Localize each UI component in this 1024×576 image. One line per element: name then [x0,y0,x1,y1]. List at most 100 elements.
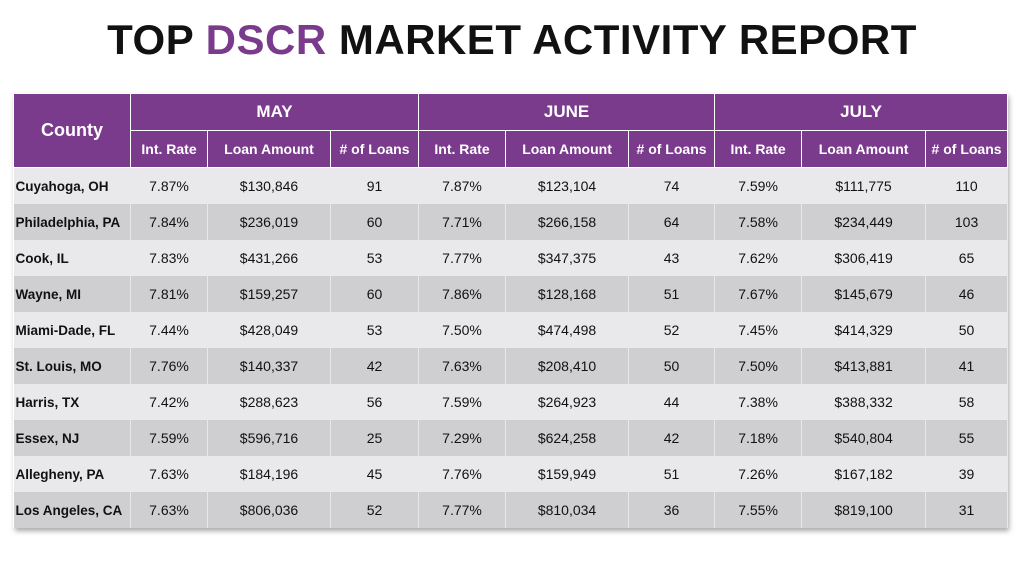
june-num-loans-cell: 64 [628,204,716,240]
county-cell: Los Angeles, CA [13,492,131,528]
subheader-num-loans: # of Loans [925,130,1009,168]
june-num-loans-cell: 51 [628,456,716,492]
may-num-loans-cell: 60 [330,204,420,240]
county-cell: Cook, IL [13,240,131,276]
july-num-loans-cell: 39 [925,456,1009,492]
june-int-rate-cell: 7.63% [418,348,507,384]
county-cell: Harris, TX [13,384,131,420]
july-loan-amount-cell: $413,881 [801,348,927,384]
july-int-rate-cell: 7.58% [714,204,803,240]
may-num-loans-cell: 25 [330,420,420,456]
table-row: Philadelphia, PA 7.84% $236,019 60 7.71% $266… [13,204,1009,240]
june-int-rate-cell: 7.76% [418,456,507,492]
may-loan-amount-cell: $184,196 [207,456,331,492]
table-row: Harris, TX 7.42% $288,623 56 7.59% $264,923 44… [13,384,1009,420]
may-loan-amount-cell: $236,019 [207,204,331,240]
subheader-int-rate: Int. Rate [418,130,507,168]
july-num-loans-cell: 50 [925,312,1009,348]
june-loan-amount-cell: $347,375 [505,240,630,276]
table-row: Cook, IL 7.83% $431,266 53 7.77% $347,375 43 7.… [13,240,1009,276]
july-loan-amount-cell: $111,775 [801,167,927,204]
june-int-rate-cell: 7.59% [418,384,507,420]
table-body: Cuyahoga, OH 7.87% $130,846 91 7.87% $123,104… [13,167,1009,528]
july-num-loans-cell: 58 [925,384,1009,420]
county-cell: Allegheny, PA [13,456,131,492]
subheader-int-rate: Int. Rate [714,130,803,168]
june-int-rate-cell: 7.77% [418,492,507,528]
table-row: St. Louis, MO 7.76% $140,337 42 7.63% $208,41… [13,348,1009,384]
month-header-may: MAY [129,93,420,131]
subheader-loan-amount: Loan Amount [801,130,927,168]
june-loan-amount-cell: $123,104 [505,167,630,204]
june-num-loans-cell: 74 [628,167,716,204]
month-header-july: JULY [714,93,1009,131]
july-num-loans-cell: 46 [925,276,1009,312]
june-num-loans-cell: 42 [628,420,716,456]
july-int-rate-cell: 7.18% [714,420,803,456]
may-int-rate-cell: 7.42% [130,384,208,420]
may-loan-amount-cell: $288,623 [207,384,331,420]
june-loan-amount-cell: $474,498 [505,312,630,348]
group-header-row: County MAY JUNE JULY [13,93,1009,168]
july-int-rate-cell: 7.67% [714,276,803,312]
june-loan-amount-cell: $810,034 [505,492,630,528]
june-loan-amount-cell: $264,923 [505,384,630,420]
july-num-loans-cell: 110 [925,167,1009,204]
county-cell: Essex, NJ [13,420,131,456]
subheader-num-loans: # of Loans [628,130,716,168]
county-cell: Miami-Dade, FL [13,312,131,348]
title-accent: DSCR [205,16,327,63]
table-row: Wayne, MI 7.81% $159,257 60 7.86% $128,168 51 7… [13,276,1009,312]
county-cell: Cuyahoga, OH [13,167,131,204]
month-header-june: JUNE [418,93,716,131]
july-loan-amount-cell: $234,449 [801,204,927,240]
july-loan-amount-cell: $819,100 [801,492,927,528]
june-num-loans-cell: 50 [628,348,716,384]
june-loan-amount-cell: $624,258 [505,420,630,456]
may-int-rate-cell: 7.87% [130,167,208,204]
june-num-loans-cell: 43 [628,240,716,276]
may-int-rate-cell: 7.63% [130,492,208,528]
may-num-loans-cell: 56 [330,384,420,420]
may-num-loans-cell: 53 [330,312,420,348]
july-int-rate-cell: 7.62% [714,240,803,276]
june-loan-amount-cell: $266,158 [505,204,630,240]
june-loan-amount-cell: $208,410 [505,348,630,384]
june-int-rate-cell: 7.29% [418,420,507,456]
may-int-rate-cell: 7.81% [130,276,208,312]
july-num-loans-cell: 55 [925,420,1009,456]
may-num-loans-cell: 60 [330,276,420,312]
june-loan-amount-cell: $159,949 [505,456,630,492]
june-num-loans-cell: 44 [628,384,716,420]
subheader-int-rate: Int. Rate [130,130,208,168]
may-int-rate-cell: 7.83% [130,240,208,276]
may-loan-amount-cell: $140,337 [207,348,331,384]
may-num-loans-cell: 53 [330,240,420,276]
county-header: County [13,93,131,168]
july-int-rate-cell: 7.45% [714,312,803,348]
june-int-rate-cell: 7.77% [418,240,507,276]
july-num-loans-cell: 65 [925,240,1009,276]
may-int-rate-cell: 7.76% [130,348,208,384]
july-loan-amount-cell: $167,182 [801,456,927,492]
may-loan-amount-cell: $431,266 [207,240,331,276]
july-int-rate-cell: 7.26% [714,456,803,492]
july-int-rate-cell: 7.59% [714,167,803,204]
page-title: TOP DSCR MARKET ACTIVITY REPORT [0,14,1024,66]
july-loan-amount-cell: $414,329 [801,312,927,348]
july-int-rate-cell: 7.55% [714,492,803,528]
county-cell: Wayne, MI [13,276,131,312]
june-num-loans-cell: 52 [628,312,716,348]
county-cell: Philadelphia, PA [13,204,131,240]
may-num-loans-cell: 91 [330,167,420,204]
june-int-rate-cell: 7.71% [418,204,507,240]
may-int-rate-cell: 7.63% [130,456,208,492]
june-num-loans-cell: 36 [628,492,716,528]
county-cell: St. Louis, MO [13,348,131,384]
market-activity-table: County MAY JUNE JULY Int. Rate Loan Amou… [13,93,1009,528]
june-int-rate-cell: 7.87% [418,167,507,204]
july-num-loans-cell: 31 [925,492,1009,528]
title-part2: MARKET ACTIVITY REPORT [338,16,917,63]
june-int-rate-cell: 7.50% [418,312,507,348]
may-loan-amount-cell: $596,716 [207,420,331,456]
